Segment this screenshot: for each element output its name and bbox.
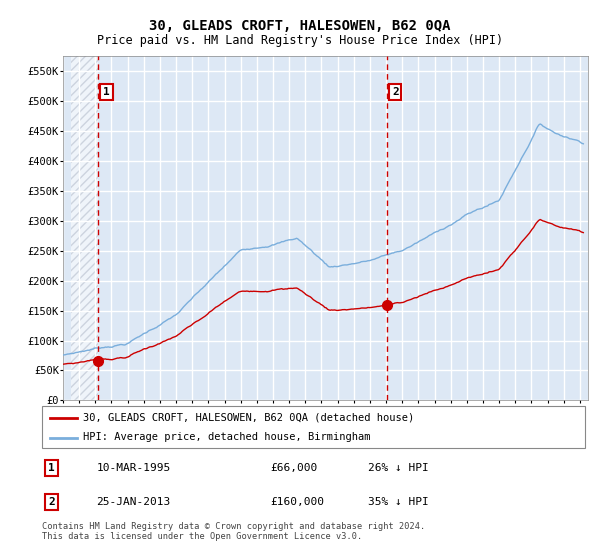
Text: 30, GLEADS CROFT, HALESOWEN, B62 0QA: 30, GLEADS CROFT, HALESOWEN, B62 0QA <box>149 19 451 33</box>
Text: 26% ↓ HPI: 26% ↓ HPI <box>368 463 428 473</box>
Text: 30, GLEADS CROFT, HALESOWEN, B62 0QA (detached house): 30, GLEADS CROFT, HALESOWEN, B62 0QA (de… <box>83 413 414 423</box>
Text: Contains HM Land Registry data © Crown copyright and database right 2024.
This d: Contains HM Land Registry data © Crown c… <box>42 522 425 542</box>
Text: 1: 1 <box>49 463 55 473</box>
Text: HPI: Average price, detached house, Birmingham: HPI: Average price, detached house, Birm… <box>83 432 370 442</box>
Text: 2: 2 <box>392 87 398 97</box>
Text: 2: 2 <box>49 497 55 507</box>
Bar <box>71 56 98 400</box>
Text: 10-MAR-1995: 10-MAR-1995 <box>97 463 170 473</box>
Text: 25-JAN-2013: 25-JAN-2013 <box>97 497 170 507</box>
Text: £160,000: £160,000 <box>270 497 324 507</box>
Text: Price paid vs. HM Land Registry's House Price Index (HPI): Price paid vs. HM Land Registry's House … <box>97 34 503 46</box>
Text: 1: 1 <box>103 87 110 97</box>
FancyBboxPatch shape <box>42 406 585 448</box>
Text: 35% ↓ HPI: 35% ↓ HPI <box>368 497 428 507</box>
Text: £66,000: £66,000 <box>270 463 317 473</box>
